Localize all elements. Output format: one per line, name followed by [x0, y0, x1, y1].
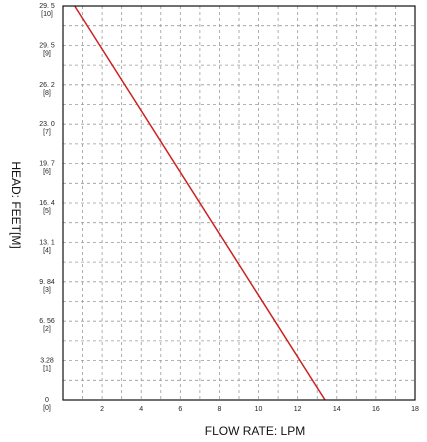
axis-layer	[62, 5, 416, 401]
y-tick-label-meters: [3]	[43, 287, 51, 294]
x-tick-label: 10	[255, 406, 263, 413]
y-tick-label-meters: [4]	[43, 247, 51, 254]
y-tick-label-feet: 6. 56	[39, 318, 55, 325]
tick-label-layer: 2 4 6 8 10 12 14 16 18 0[0] 3.28[1] 6. 56[2] 9. 84[3…	[39, 3, 419, 413]
grid-layer	[63, 6, 415, 400]
y-tick-label-feet: 3.28	[40, 358, 54, 365]
y-tick-label-meters: [2]	[43, 326, 51, 333]
y-tick-label-feet: 23. 0	[39, 121, 55, 128]
plot-frame	[62, 5, 416, 401]
y-tick-label-meters: [6]	[43, 169, 51, 176]
y-tick-label-meters: [10]	[41, 11, 53, 18]
y-tick-label-feet: 16. 4	[39, 200, 55, 207]
y-tick-label-meters: [1]	[43, 366, 51, 373]
y-tick-label-feet: 9. 84	[39, 279, 55, 286]
series-line-0	[74, 5, 326, 401]
x-tick-label: 18	[411, 406, 419, 413]
y-tick-label-meters: [8]	[43, 90, 51, 97]
y-tick-label-feet: 29. 5	[39, 42, 55, 49]
series-layer	[74, 5, 326, 401]
y-tick-label-feet: 26. 2	[39, 82, 55, 89]
x-tick-label: 4	[139, 406, 143, 413]
x-tick-label: 12	[294, 406, 302, 413]
y-tick-label-meters: [5]	[43, 208, 51, 215]
x-tick-label: 14	[333, 406, 341, 413]
x-tick-label: 6	[178, 406, 182, 413]
x-tick-label: 2	[100, 406, 104, 413]
y-tick-label-meters: [9]	[43, 50, 51, 57]
x-tick-label: 8	[217, 406, 221, 413]
y-tick-label-meters: [7]	[43, 129, 51, 136]
x-tick-label: 16	[372, 406, 380, 413]
y-tick-label-feet: 29. 5	[39, 3, 55, 10]
y-tick-label-feet: 19. 7	[39, 161, 55, 168]
y-axis-title: HEAD: FEET[M]	[9, 161, 23, 248]
x-axis-title: FLOW RATE: LPM	[205, 424, 305, 438]
y-tick-label-meters: [0]	[43, 405, 51, 412]
y-tick-label-feet: 13. 1	[39, 239, 55, 246]
y-tick-label-feet: 0	[45, 397, 49, 404]
